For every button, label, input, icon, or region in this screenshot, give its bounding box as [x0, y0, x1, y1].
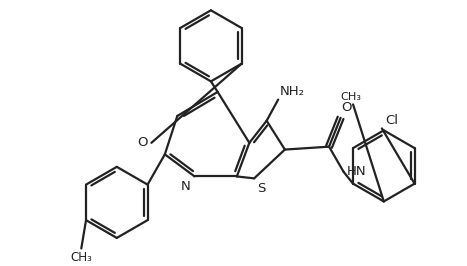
Text: N: N — [181, 180, 191, 193]
Text: CH₃: CH₃ — [340, 92, 361, 102]
Text: Cl: Cl — [385, 114, 398, 127]
Text: CH₃: CH₃ — [71, 251, 92, 264]
Text: HN: HN — [347, 165, 366, 178]
Text: NH₂: NH₂ — [280, 85, 305, 98]
Text: O: O — [137, 136, 148, 149]
Text: O: O — [341, 101, 352, 114]
Text: S: S — [257, 182, 265, 195]
